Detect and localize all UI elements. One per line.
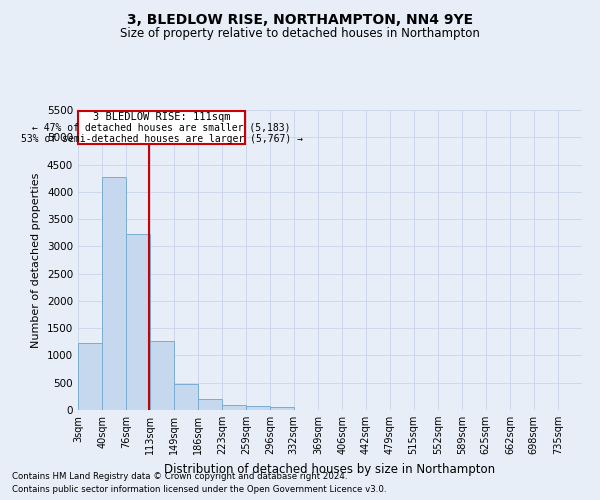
Bar	[150, 342, 174, 410]
Text: 53% of semi-detached houses are larger (5,767) →: 53% of semi-detached houses are larger (…	[20, 134, 302, 144]
Y-axis label: Number of detached properties: Number of detached properties	[31, 172, 41, 348]
Bar	[223, 404, 246, 410]
Text: 3, BLEDLOW RISE, NORTHAMPTON, NN4 9YE: 3, BLEDLOW RISE, NORTHAMPTON, NN4 9YE	[127, 12, 473, 26]
Bar	[246, 406, 270, 410]
Bar	[78, 343, 102, 410]
Bar	[174, 384, 198, 410]
Text: Size of property relative to detached houses in Northampton: Size of property relative to detached ho…	[120, 28, 480, 40]
Text: 3 BLEDLOW RISE: 111sqm: 3 BLEDLOW RISE: 111sqm	[93, 112, 230, 122]
Bar	[270, 407, 294, 410]
Bar	[103, 176, 127, 410]
Text: ← 47% of detached houses are smaller (5,183): ← 47% of detached houses are smaller (5,…	[32, 122, 291, 132]
X-axis label: Distribution of detached houses by size in Northampton: Distribution of detached houses by size …	[164, 462, 496, 475]
Bar	[126, 234, 150, 410]
Text: Contains public sector information licensed under the Open Government Licence v3: Contains public sector information licen…	[12, 485, 386, 494]
Text: Contains HM Land Registry data © Crown copyright and database right 2024.: Contains HM Land Registry data © Crown c…	[12, 472, 347, 481]
Bar	[78, 111, 245, 144]
Bar	[198, 400, 222, 410]
